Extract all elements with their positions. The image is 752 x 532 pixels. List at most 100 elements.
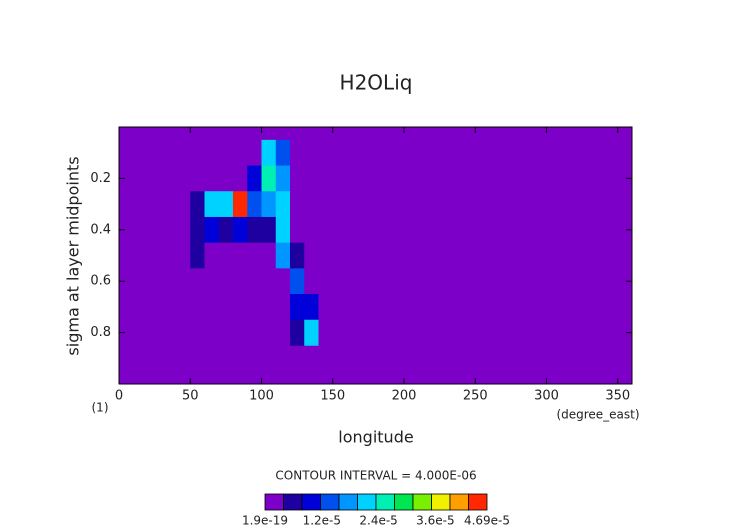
- colorbar-box: [394, 493, 414, 511]
- contour-cell: [275, 191, 291, 218]
- contour-cell: [233, 294, 248, 321]
- contour-cell: [261, 139, 277, 166]
- x-unit: (degree_east): [556, 408, 639, 422]
- contour-cell: [247, 165, 262, 192]
- y-tick-label: 0.6: [90, 274, 111, 289]
- colorbar-box: [375, 493, 395, 511]
- contour-cell: [176, 294, 191, 321]
- contour-cell: [190, 165, 205, 192]
- contour-cell: [290, 268, 305, 295]
- contour-cell: [176, 268, 191, 295]
- contour-cell: [290, 191, 305, 218]
- contour-cell: [318, 319, 334, 346]
- contour-cell: [204, 139, 220, 166]
- contour-cell: [204, 319, 220, 346]
- y-tick-label: 0.2: [90, 171, 111, 186]
- colorbar-label: 3.6e-5: [416, 514, 454, 528]
- contour-cell: [275, 216, 291, 243]
- plot-frame: [118, 126, 633, 385]
- y-axis-label: sigma at layer midpoints: [64, 156, 83, 355]
- x-tick-label: 150: [320, 389, 345, 404]
- contour-cell: [218, 139, 234, 166]
- contour-note: CONTOUR INTERVAL = 4.000E-06: [275, 469, 476, 483]
- contour-cell: [218, 165, 234, 192]
- contour-cell: [275, 242, 291, 269]
- chart-title: H2OLiq: [340, 71, 413, 95]
- contour-cell: [290, 242, 305, 269]
- contour-cell: [218, 319, 234, 346]
- x-axis-label: longitude: [338, 428, 413, 447]
- contour-cell: [233, 268, 248, 295]
- colorbar-box: [283, 493, 303, 511]
- contour-cell: [261, 268, 277, 295]
- contour-cell: [290, 319, 305, 346]
- x-tick-label: 0: [115, 389, 123, 404]
- contour-cell: [261, 319, 277, 346]
- contour-cell: [204, 191, 220, 218]
- contour-cell: [261, 165, 277, 192]
- contour-cell: [190, 139, 205, 166]
- contour-cell: [247, 294, 262, 321]
- contour-cell: [275, 294, 291, 321]
- contour-cell: [275, 139, 291, 166]
- contour-cell: [304, 242, 319, 269]
- contour-cell: [318, 294, 334, 321]
- contour-cell: [261, 242, 277, 269]
- colorbar-box: [468, 493, 488, 511]
- contour-cell: [218, 216, 234, 243]
- contour-cell: [261, 216, 277, 243]
- contour-cell: [204, 216, 220, 243]
- contour-cell: [290, 139, 305, 166]
- colorbar-box: [449, 493, 469, 511]
- contour-cell: [176, 216, 191, 243]
- contour-cell: [233, 216, 248, 243]
- contour-cell: [190, 319, 205, 346]
- contour-cell: [304, 165, 319, 192]
- contour-cell: [247, 242, 262, 269]
- y-tick-label: 0.4: [90, 222, 111, 237]
- colorbar-label: 1.2e-5: [303, 514, 341, 528]
- contour-cell: [233, 191, 248, 218]
- contour-cell: [290, 294, 305, 321]
- colorbar-box: [301, 493, 321, 511]
- contour-cell: [275, 268, 291, 295]
- colorbar-box: [338, 493, 358, 511]
- x-tick-label: 350: [605, 389, 630, 404]
- contour-cell: [247, 191, 262, 218]
- contour-cell: [318, 242, 334, 269]
- contour-cell: [204, 165, 220, 192]
- contour-cell: [318, 165, 334, 192]
- contour-cell: [261, 294, 277, 321]
- contour-cell: [247, 319, 262, 346]
- contour-cell: [318, 216, 334, 243]
- contour-cell: [247, 139, 262, 166]
- colorbar-box: [357, 493, 377, 511]
- contour-cell: [318, 139, 334, 166]
- contour-cell: [176, 242, 191, 269]
- contour-cell: [176, 191, 191, 218]
- contour-cell: [190, 191, 205, 218]
- contour-cell: [318, 191, 334, 218]
- contour-cell: [304, 216, 319, 243]
- contour-cell: [233, 139, 248, 166]
- x-tick-label: 50: [182, 389, 199, 404]
- contour-cell: [233, 242, 248, 269]
- contour-cell: [190, 216, 205, 243]
- x-tick-label: 250: [463, 389, 488, 404]
- y-tick-label: 0.8: [90, 325, 111, 340]
- contour-cell: [190, 242, 205, 269]
- contour-cell: [218, 268, 234, 295]
- contour-cell: [176, 139, 191, 166]
- colorbar-box: [431, 493, 451, 511]
- contour-cell: [290, 165, 305, 192]
- colorbar-label: 2.4e-5: [359, 514, 397, 528]
- x-tick-label: 100: [249, 389, 274, 404]
- contour-cell: [304, 294, 319, 321]
- x-tick-label: 300: [534, 389, 559, 404]
- contour-cell: [247, 216, 262, 243]
- contour-cell: [190, 268, 205, 295]
- contour-cell: [218, 294, 234, 321]
- contour-cell: [275, 165, 291, 192]
- contour-cell: [218, 191, 234, 218]
- contour-cell: [304, 268, 319, 295]
